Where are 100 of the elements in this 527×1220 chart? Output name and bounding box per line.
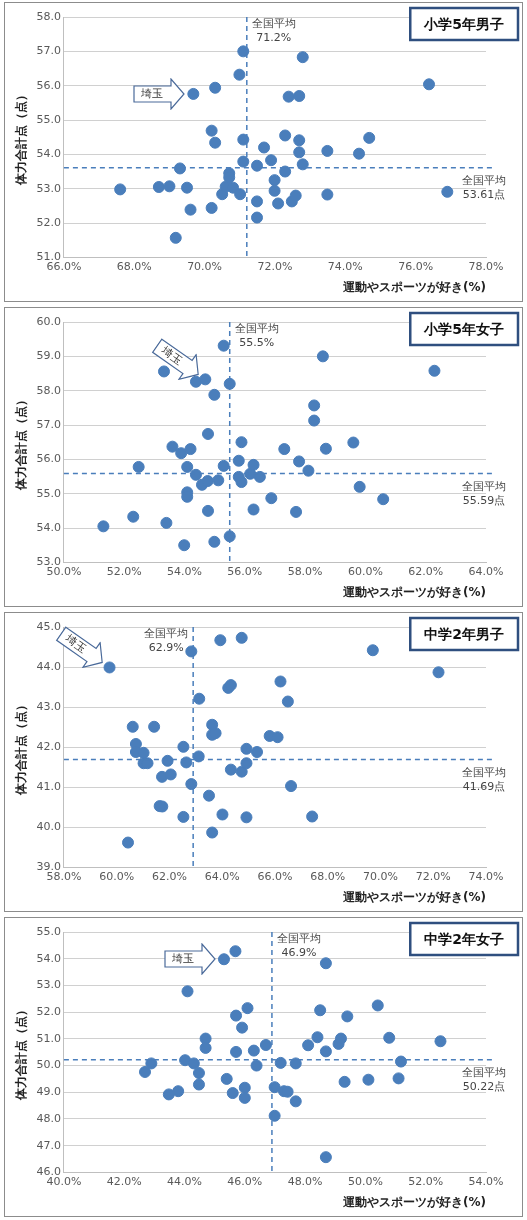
point [205,124,218,137]
point [192,1078,205,1091]
y-tick-label: 51.0 [36,1031,61,1045]
x-tick-label: 70.0% [363,869,398,883]
y-tick-label: 49.0 [36,1085,61,1099]
y-tick-label: 55.0 [36,486,61,500]
point [251,195,264,208]
x-tick-label: 54.0% [468,1174,504,1188]
point [311,1031,324,1044]
x-tick-label: 60.0% [347,564,383,578]
point [334,1032,347,1045]
y-tick-label: 56.0 [36,78,61,92]
point [122,836,134,849]
y-tick-label: 60.0 [36,314,61,328]
point [166,440,179,453]
point [205,201,218,214]
point [251,159,264,172]
y-tick-label: 54.0 [36,951,61,965]
point [223,377,236,390]
point [302,1039,315,1052]
point [177,810,190,823]
point [279,165,292,178]
x-axis-title: 運動やスポーツが好き(%) [342,279,486,294]
point [290,505,303,518]
x-tick-label: 64.0% [204,869,240,883]
point [353,480,366,493]
point [157,365,170,378]
point [362,1073,375,1086]
x-tick-label: 68.0% [310,869,346,883]
point [217,339,230,352]
point [265,492,278,505]
point [208,535,221,548]
point [293,134,306,147]
x-tick-label: 54.0% [167,564,202,578]
point [192,750,205,763]
point [202,789,215,802]
point [341,1010,354,1023]
x-tick-label: 58.0% [287,564,323,578]
point [363,131,376,144]
point [253,470,266,483]
point [282,90,295,103]
ref-line-label: 全国平均 71.2% [251,17,296,45]
point [247,1044,260,1057]
point [127,510,140,523]
point [103,661,116,674]
point [237,155,250,168]
annotation: 埼玉 [158,342,186,370]
point [319,1045,332,1058]
y-tick-label: 58.0 [36,9,61,23]
point [206,826,219,839]
point [237,45,250,58]
point [217,459,230,472]
y-tick-label: 55.0 [36,924,61,938]
x-tick-label: 68.0% [116,259,152,273]
y-axis-title: 体力合計点（点） [14,89,29,187]
point [319,442,332,455]
point [371,999,384,1012]
point [230,1009,243,1022]
point [240,811,253,824]
x-tick-label: 42.0% [106,1174,142,1188]
point [314,1004,327,1017]
point [223,530,236,543]
point [274,675,287,688]
point [306,810,319,823]
point [178,539,191,552]
x-tick-label: 58.0% [46,869,82,883]
point [268,184,281,197]
point [216,808,229,821]
y-tick-label: 59.0 [36,349,61,363]
point [220,1072,233,1085]
point [285,780,298,793]
point [347,436,360,449]
point [293,89,306,102]
x-tick-label: 40.0% [46,1174,82,1188]
point [185,778,198,791]
point [289,189,302,202]
point [202,504,215,517]
x-tick-label: 44.0% [167,1174,202,1188]
point [423,78,436,91]
x-tick-label: 48.0% [287,1174,323,1188]
point [226,1087,239,1100]
point [319,957,332,970]
y-tick-label: 52.0 [36,215,61,229]
point [235,476,248,489]
point [229,945,242,958]
point [316,350,329,363]
x-axis-title: 運動やスポーツが好き(%) [342,584,486,599]
point [241,1002,254,1015]
point [289,1095,302,1108]
x-tick-label: 56.0% [227,564,263,578]
point [161,754,174,767]
y-tick-label: 56.0 [36,452,61,466]
annotation: 埼玉 [63,631,89,656]
point [185,645,198,658]
point [278,443,291,456]
point [259,1038,272,1051]
point [428,364,441,377]
point [279,129,292,142]
y-tick-label: 54.0 [36,520,61,534]
point [296,158,309,171]
